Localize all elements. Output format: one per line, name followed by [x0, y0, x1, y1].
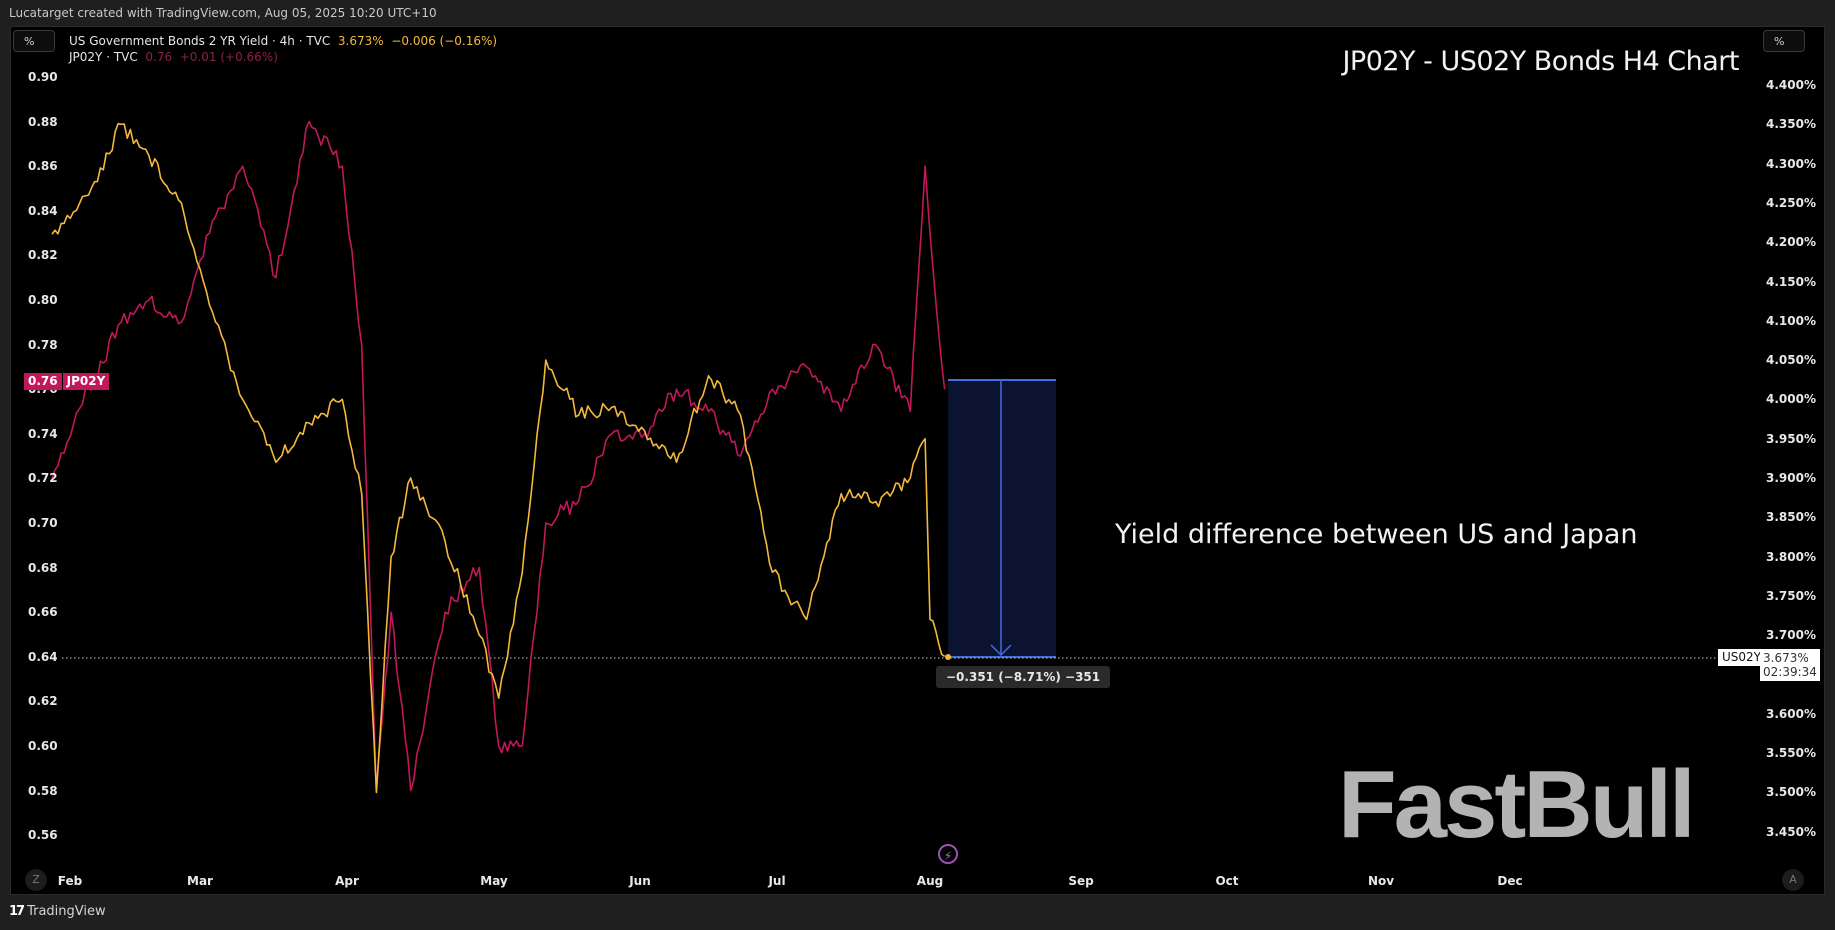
jp02y-price-tag: 0.76 JP02Y [24, 373, 110, 390]
right-axis-tick: 3.450% [1766, 824, 1816, 839]
right-axis-tick: 4.150% [1766, 274, 1816, 289]
right-axis-tick: 4.300% [1766, 156, 1816, 171]
legend-us-name: US Government Bonds 2 YR Yield · 4h · TV… [69, 34, 331, 48]
jp02y-tag-label: JP02Y [62, 373, 110, 390]
left-axis-tick: 0.80 [28, 293, 58, 307]
tradingview-logo-text: TradingView [27, 904, 106, 919]
measure-label: −0.351 (−8.71%) −351 [936, 666, 1111, 688]
jp02y-series-line [51, 120, 946, 792]
time-axis-tick: Jul [768, 874, 786, 888]
time-axis-tick: Dec [1497, 874, 1523, 888]
right-axis-tick: 3.550% [1766, 746, 1816, 761]
us02y-price-tag: 3.673% 02:39:34 [1760, 649, 1820, 681]
annotation-text[interactable]: Yield difference between US and Japan [1115, 519, 1638, 550]
us02y-tag-label: US02Y [1718, 649, 1765, 666]
right-axis-tick: 3.500% [1766, 785, 1816, 800]
us02y-countdown: 02:39:34 [1763, 665, 1817, 679]
time-axis-tick: Feb [57, 874, 83, 888]
legend-jp[interactable]: JP02Y · TVC 0.76 +0.01 (+0.66%) [69, 49, 497, 65]
right-axis-tick: 3.600% [1766, 706, 1816, 721]
right-axis-tick: 3.950% [1766, 431, 1816, 446]
legend-us-change: −0.006 (−0.16%) [391, 34, 498, 48]
last-price-dot [945, 654, 951, 660]
time-axis-tick: Apr [335, 874, 359, 888]
right-axis-tick: 4.100% [1766, 313, 1816, 328]
left-axis-tick: 0.84 [28, 203, 58, 218]
time-axis-tick: May [480, 874, 508, 888]
left-axis-tick: 0.64 [28, 649, 58, 664]
right-axis-tick: 4.050% [1766, 353, 1816, 368]
right-axis-tick: 4.400% [1766, 78, 1816, 92]
auto-scale-button[interactable]: A [1782, 869, 1804, 891]
measure-box[interactable] [948, 380, 1056, 657]
legend-us-value: 3.673% [337, 34, 384, 48]
tradingview-logo[interactable]: 17 TradingView [9, 904, 106, 919]
left-axis-tick: 0.88 [28, 114, 58, 129]
legend-jp-change: +0.01 (+0.66%) [179, 50, 278, 64]
chart-panel[interactable] [10, 26, 1825, 895]
right-axis-tick: 3.800% [1766, 549, 1816, 564]
legend-jp-name: JP02Y · TVC [69, 50, 138, 64]
left-axis-tick: 0.60 [28, 739, 58, 753]
jp02y-tag-value: 0.76 [24, 373, 62, 390]
left-axis-tick: 0.68 [28, 560, 58, 575]
chart-title: JP02Y - US02Y Bonds H4 Chart [1342, 46, 1739, 77]
time-axis-tick: Jun [629, 874, 651, 888]
left-axis-tick: 0.70 [28, 516, 58, 530]
right-axis-tick: 3.750% [1766, 588, 1816, 603]
time-axis-tick: Mar [187, 874, 213, 888]
right-axis-tick: 3.700% [1766, 628, 1816, 643]
legend-us[interactable]: US Government Bonds 2 YR Yield · 4h · TV… [69, 33, 497, 49]
right-axis-tick: 4.350% [1766, 117, 1816, 132]
right-axis-tick: 3.850% [1766, 510, 1816, 525]
left-axis-tick: 0.78 [28, 337, 58, 352]
legend: US Government Bonds 2 YR Yield · 4h · TV… [69, 33, 497, 65]
time-axis-tick: Sep [1068, 874, 1094, 888]
us02y-series-line [51, 122, 946, 794]
lightning-icon[interactable]: ⚡ [938, 844, 958, 864]
time-axis-tick: Nov [1367, 874, 1395, 888]
time-axis-tick: Oct [1215, 874, 1239, 888]
credit-line: Lucatarget created with TradingView.com,… [9, 6, 437, 20]
fastbull-watermark: FastBull [1338, 751, 1696, 858]
zoom-button[interactable]: Z [25, 869, 47, 891]
left-axis-tick: 0.90 [28, 70, 58, 84]
left-axis-tick: 0.74 [28, 426, 58, 441]
left-scale-percent-button[interactable]: % [13, 30, 55, 52]
legend-jp-value: 0.76 [145, 50, 173, 64]
tradingview-logo-icon: 17 [9, 904, 25, 919]
right-axis-tick: 4.000% [1766, 392, 1816, 407]
left-axis-tick: 0.86 [28, 159, 58, 174]
us02y-tag-value: 3.673% [1763, 651, 1809, 665]
left-axis-tick: 0.72 [28, 471, 58, 486]
right-axis-tick: 4.200% [1766, 235, 1816, 250]
time-axis-tick: Aug [916, 874, 944, 888]
left-axis-tick: 0.56 [28, 828, 58, 843]
left-axis-tick: 0.66 [28, 605, 58, 620]
left-axis-tick: 0.62 [28, 694, 58, 709]
right-scale-percent-button[interactable]: % [1763, 30, 1805, 52]
left-axis-tick: 0.58 [28, 783, 58, 798]
right-axis-tick: 3.900% [1766, 471, 1816, 485]
right-axis-tick: 4.250% [1766, 195, 1816, 210]
left-axis-tick: 0.82 [28, 248, 58, 263]
